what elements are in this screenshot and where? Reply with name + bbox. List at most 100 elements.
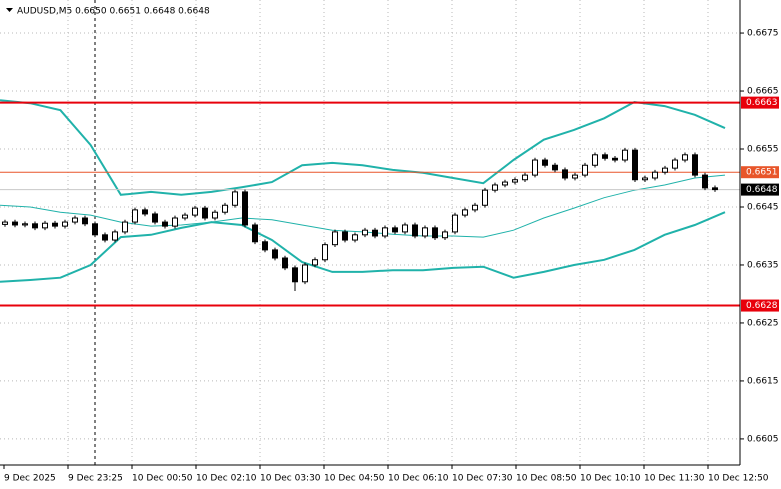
candle-body: [252, 224, 258, 243]
candle-body: [232, 191, 238, 206]
candle-body: [652, 171, 658, 179]
candle-body: [632, 149, 638, 181]
candle-body: [412, 224, 418, 237]
x-tick-label: 9 Dec 2025: [4, 474, 56, 484]
candle-body: [552, 164, 558, 171]
candle-body: [152, 213, 158, 223]
candle-body: [602, 154, 608, 159]
candle-body: [192, 207, 198, 216]
candle-body: [572, 174, 578, 179]
candle-body: [22, 223, 28, 226]
candle-body: [622, 149, 628, 161]
x-tick-label: 10 Dec 07:30: [452, 474, 513, 484]
y-tick-label: 0.6605: [747, 434, 779, 444]
candle-body: [12, 221, 18, 226]
candle-body: [452, 214, 458, 233]
candle-body: [122, 221, 128, 233]
candle-body: [52, 222, 58, 227]
level-label-box: [741, 166, 779, 179]
candle-body: [662, 167, 668, 173]
y-tick-label: 0.6675: [747, 29, 779, 39]
candle-body: [142, 209, 148, 215]
candle-body: [462, 209, 468, 216]
candle-body: [212, 211, 218, 219]
level-label-box: [741, 299, 779, 312]
candle-body: [562, 169, 568, 179]
candle-body: [2, 221, 8, 225]
y-tick-label: 0.6665: [747, 87, 779, 97]
y-tick-label: 0.6645: [747, 202, 779, 212]
x-tick-label: 10 Dec 10:10: [580, 474, 641, 484]
candle-body: [72, 217, 78, 223]
candle-body: [512, 179, 518, 183]
band-upper: [0, 99, 726, 196]
candle-body: [392, 227, 398, 233]
level-label: 0.6628: [746, 301, 778, 311]
x-tick-label: 10 Dec 08:50: [516, 474, 577, 484]
candle-body: [102, 234, 108, 241]
candle-body: [352, 234, 358, 241]
level-label: 0.6648: [746, 185, 778, 195]
x-tick-label: 10 Dec 06:10: [388, 474, 449, 484]
x-tick-label: 10 Dec 03:30: [260, 474, 321, 484]
candle-body: [32, 223, 38, 229]
x-tick-label: 10 Dec 02:10: [196, 474, 257, 484]
candle-body: [492, 184, 498, 191]
candle-body: [432, 227, 438, 239]
title-icon: [6, 8, 13, 12]
level-label-box: [741, 183, 779, 196]
candle-body: [692, 154, 698, 176]
candle-body: [322, 244, 328, 261]
y-tick-label: 0.6615: [747, 376, 779, 386]
x-tick-label: 10 Dec 11:30: [644, 474, 705, 484]
candle-body: [402, 224, 408, 233]
candle-body: [382, 227, 388, 237]
y-tick-label: 0.6655: [747, 145, 779, 155]
candle-body: [612, 157, 618, 161]
candle-body: [282, 257, 288, 269]
level-label: 0.6651: [746, 168, 778, 178]
candle-body: [222, 204, 228, 213]
chart-title: AUDUSD,M5 0.6650 0.6651 0.6648 0.6648: [17, 7, 210, 17]
x-tick-label: 10 Dec 04:50: [324, 474, 385, 484]
candle-body: [162, 221, 168, 227]
candle-body: [592, 154, 598, 166]
candle-body: [262, 241, 268, 251]
candle-body: [132, 209, 138, 223]
y-tick-label: 0.6635: [747, 260, 779, 270]
candle-body: [112, 231, 118, 241]
candle-body: [502, 181, 508, 186]
candle-body: [522, 174, 528, 181]
level-label-box: [741, 96, 779, 109]
candle-body: [372, 229, 378, 237]
candle-body: [702, 174, 708, 189]
candle-body: [82, 217, 88, 225]
candle-body: [302, 264, 308, 283]
candle-body: [442, 231, 448, 239]
candle-body: [532, 159, 538, 176]
candle-body: [312, 259, 318, 266]
candle-body: [682, 154, 688, 161]
candle-body: [42, 222, 48, 229]
candle-body: [712, 187, 718, 191]
candle-body: [62, 221, 68, 227]
candle-body: [342, 231, 348, 241]
candle-body: [672, 159, 678, 169]
candle-body: [202, 207, 208, 219]
candle-body: [642, 177, 648, 181]
candle-body: [582, 164, 588, 176]
y-tick-label: 0.6625: [747, 318, 779, 328]
x-tick-label: 10 Dec 12:50: [708, 474, 769, 484]
band-lower: [0, 211, 726, 283]
candle-body: [272, 249, 278, 259]
candle-body: [92, 223, 98, 236]
candle-body: [172, 217, 178, 227]
candle-body: [292, 267, 298, 283]
candle-body: [482, 189, 488, 206]
level-label: 0.6663: [746, 98, 778, 108]
candle-body: [422, 227, 428, 237]
x-tick-label: 9 Dec 23:25: [68, 474, 123, 484]
candle-body: [242, 191, 248, 226]
